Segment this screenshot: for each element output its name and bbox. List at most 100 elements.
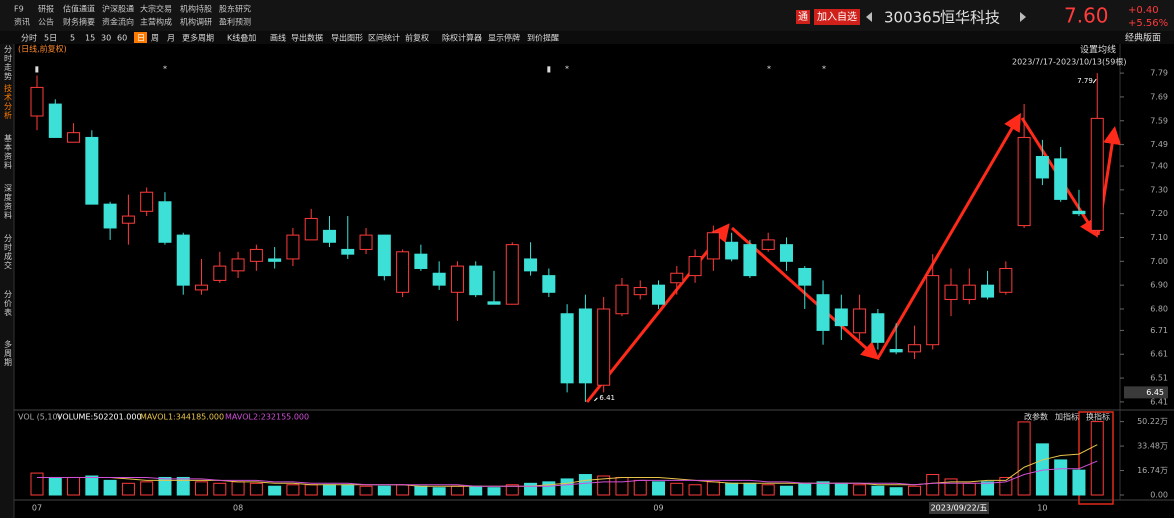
toolbar-item[interactable]: 导出图形 xyxy=(331,33,363,43)
sidebar-tab[interactable]: 基本资料 xyxy=(4,133,13,170)
toolbar-item[interactable]: 周 xyxy=(151,34,159,43)
toolbar-item[interactable]: 60 xyxy=(117,34,127,43)
candle-body xyxy=(505,244,519,305)
volume-bar xyxy=(1072,469,1086,496)
toolbar-item[interactable]: 更多周期 xyxy=(182,33,214,43)
sidebar-tab[interactable]: 分时成交 xyxy=(4,234,13,270)
toolbar-item[interactable]: 月 xyxy=(167,34,175,43)
candle-body xyxy=(633,287,647,296)
candle-body xyxy=(140,191,154,212)
volume-bar xyxy=(779,485,793,496)
volume-bar xyxy=(743,482,757,496)
volume-bar xyxy=(597,475,611,496)
toolbar-item[interactable]: 前复权 xyxy=(405,33,429,43)
sidebar-tab[interactable]: 技术分析 xyxy=(4,83,13,120)
candle-body xyxy=(176,234,190,286)
menu-item[interactable]: 大宗交易 xyxy=(140,4,172,14)
y-tick-label: 7.30 xyxy=(1150,185,1168,194)
candle-body xyxy=(359,234,373,250)
menu-item[interactable]: 盈利预测 xyxy=(219,17,251,27)
y-tick-label: 50.22万 xyxy=(1137,417,1168,426)
candle-body xyxy=(67,132,81,143)
menu-item[interactable]: 机构持股 xyxy=(180,4,212,14)
candle-body xyxy=(779,244,793,262)
volume-bar xyxy=(1017,421,1031,496)
candle-body xyxy=(249,248,263,262)
volume-bar xyxy=(377,485,391,496)
menu-item[interactable]: 沪深股通 xyxy=(102,4,134,14)
event-marker[interactable]: * xyxy=(767,65,771,74)
cursor-price-box xyxy=(1124,386,1168,399)
sidebar-tab[interactable]: 多周期 xyxy=(4,339,13,367)
menu-item[interactable]: 财务摘要 xyxy=(63,17,95,27)
event-marker[interactable]: ▮ xyxy=(35,65,39,74)
toolbar-item[interactable]: 分时 xyxy=(21,33,37,43)
volume-bar xyxy=(1054,459,1068,496)
sidebar-tab[interactable]: 深度资料 xyxy=(4,184,13,220)
stock-name: 恒华科技 xyxy=(940,9,1000,27)
toolbar-item[interactable]: 导出数据 xyxy=(291,33,323,43)
candle-body xyxy=(341,248,355,255)
x-tick-label: 08 xyxy=(233,504,243,513)
sidebar-tab[interactable]: 分时走势 xyxy=(4,45,13,81)
menu-item[interactable]: 资讯 xyxy=(14,17,30,27)
volume-bar xyxy=(889,487,903,496)
price: 7.60 xyxy=(1064,4,1109,28)
toolbar-item[interactable]: 15 xyxy=(85,34,95,43)
volume-bar xyxy=(304,484,318,496)
toolbar-item[interactable]: 5日 xyxy=(44,34,57,43)
event-marker[interactable]: * xyxy=(163,65,167,74)
menu-item[interactable]: 研报 xyxy=(38,4,54,14)
event-marker[interactable]: * xyxy=(565,65,569,74)
toolbar-item[interactable]: 30 xyxy=(101,34,111,43)
next-stock[interactable] xyxy=(1020,12,1026,22)
vol-title: VOL (5,10) xyxy=(18,413,61,422)
toolbar-item[interactable]: 画线 xyxy=(270,33,286,43)
menu-item[interactable]: 公告 xyxy=(38,17,54,27)
menu-item[interactable]: 资金流向 xyxy=(102,17,134,27)
toolbar-item[interactable]: 显示停牌 xyxy=(488,33,520,43)
y-tick-label: 6.90 xyxy=(1150,281,1168,290)
indicator-button[interactable]: 加指标 xyxy=(1055,412,1079,422)
event-marker[interactable]: ▮ xyxy=(547,65,551,74)
menu-item[interactable]: 股东研究 xyxy=(219,4,251,14)
legend-entry: MAVOL1:344185.000 xyxy=(140,413,224,422)
label-arrow xyxy=(1092,78,1097,84)
volume-bar xyxy=(121,482,135,496)
toolbar-item[interactable]: 除权计算器 xyxy=(442,33,482,43)
toolbar-item[interactable]: 区间统计 xyxy=(368,33,400,43)
indicator-button[interactable]: 换指标 xyxy=(1086,412,1110,422)
toolbar-item[interactable]: K线叠加 xyxy=(227,33,256,43)
candle-body xyxy=(761,239,775,250)
indicator-button[interactable]: 改参数 xyxy=(1024,412,1048,422)
volume-bar xyxy=(834,482,848,496)
x-tick-label: 10 xyxy=(1037,504,1047,513)
menu-item[interactable]: 机构调研 xyxy=(180,17,212,27)
volume-bar xyxy=(560,478,574,496)
add-watch-box[interactable] xyxy=(814,9,860,25)
ma-setting[interactable]: 设置均线 xyxy=(1080,44,1116,56)
candle-body xyxy=(1090,117,1104,231)
add-watch[interactable]: 加入自选 xyxy=(817,10,857,23)
menu-item[interactable]: 估值通道 xyxy=(63,4,95,14)
candle-body xyxy=(688,256,702,277)
range-label: 2023/7/17-2023/10/13(59根) xyxy=(1012,57,1126,67)
event-marker[interactable]: * xyxy=(822,65,826,74)
menu-item[interactable]: F9 xyxy=(14,5,24,14)
prev-stock[interactable] xyxy=(866,12,872,22)
low-label: 6.41 xyxy=(599,394,615,402)
volume-bar xyxy=(578,474,592,496)
volume-bar xyxy=(1090,421,1104,496)
annotation-arrows xyxy=(585,112,1122,403)
toolbar-item[interactable]: 日 xyxy=(137,34,145,43)
volume-bar xyxy=(67,476,81,496)
high-label: 7.79 xyxy=(1077,77,1093,85)
volume-bar xyxy=(450,485,464,496)
sidebar-tab[interactable]: 分价表 xyxy=(4,290,13,317)
change-pct: +5.56% xyxy=(1128,18,1168,29)
layout-button[interactable]: 经典版面 xyxy=(1125,32,1161,44)
toolbar-item[interactable]: 5 xyxy=(70,34,75,43)
toolbar-item[interactable]: 到价提醒 xyxy=(527,33,559,43)
menu-item[interactable]: 主营构成 xyxy=(140,17,172,27)
